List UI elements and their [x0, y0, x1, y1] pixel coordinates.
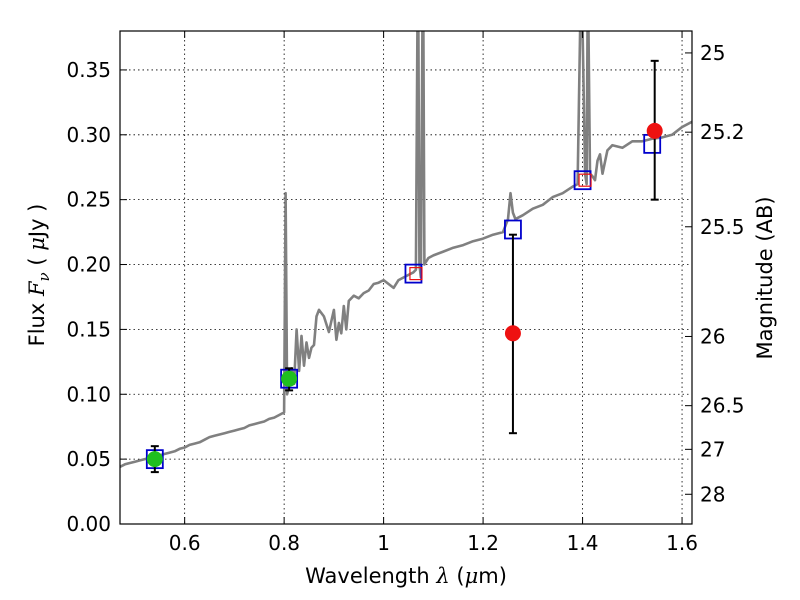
x-tick-label: 1.6: [666, 531, 698, 555]
y-tick-label: 0.15: [66, 317, 111, 341]
mag-tick-label: 27: [700, 437, 725, 461]
mag-tick-label: 28: [700, 482, 725, 506]
y-tick-label: 0.20: [66, 253, 111, 277]
y-axis-label: Flux Fν ( μJy ): [25, 204, 53, 347]
x-tick-label: 0.8: [268, 531, 300, 555]
x-tick-label: 1: [377, 531, 390, 555]
y-tick-label: 0.35: [66, 58, 111, 82]
axis-ticks: 0.6 0.8 1 1.2 1.4 1.6 0.00 0.05 0.10 0.15 0.20 0.25…: [66, 31, 745, 555]
red-open-square: [409, 267, 423, 281]
y-tick-label: 0.25: [66, 188, 111, 212]
x-axis-label: Wavelength λ (μm): [305, 564, 507, 588]
mag-tick-label: 25: [700, 41, 725, 65]
x-tick-label: 1.2: [467, 531, 499, 555]
mag-tick-label: 26.5: [700, 394, 745, 418]
plot-frame: [119, 30, 693, 525]
secondary-y-axis-label: Magnitude (AB): [753, 196, 777, 359]
x-tick-label: 1.4: [567, 531, 599, 555]
mag-tick-label: 25.5: [700, 215, 745, 239]
observed-point: [646, 122, 663, 139]
mag-tick-label: 26: [700, 324, 725, 348]
x-tick-label: 0.6: [169, 531, 201, 555]
y-tick-label: 0.05: [66, 447, 111, 471]
observed-point: [281, 370, 298, 387]
red-open-square: [578, 173, 592, 187]
y-tick-label: 0.10: [66, 382, 111, 406]
gridlines: [120, 31, 692, 524]
spectrum-line: [120, 31, 692, 469]
y-tick-label: 0.30: [66, 123, 111, 147]
data-series: [120, 31, 692, 474]
y-tick-label: 0.00: [66, 512, 111, 536]
observed-point: [146, 451, 163, 468]
mag-tick-label: 25.2: [700, 120, 745, 144]
observed-point: [504, 325, 521, 342]
